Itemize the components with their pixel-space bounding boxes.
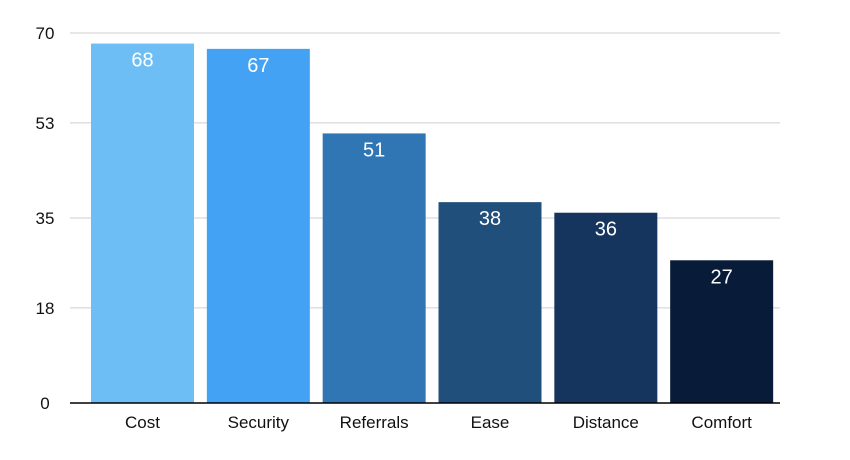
- y-tick-label: 35: [36, 209, 55, 228]
- y-tick-label: 53: [36, 114, 55, 133]
- data-label: 51: [363, 139, 385, 161]
- x-tick-label: Referrals: [340, 413, 409, 432]
- y-tick-label: 18: [36, 299, 55, 318]
- y-tick-label: 70: [36, 24, 55, 43]
- data-label: 36: [595, 219, 617, 241]
- x-tick-label: Security: [228, 413, 290, 432]
- x-tick-label: Ease: [471, 413, 510, 432]
- x-tick-label: Distance: [573, 413, 639, 432]
- x-axis-labels: Cost Security Referrals Ease Distance Comfort: [125, 413, 752, 432]
- bar-security: [206, 48, 310, 403]
- x-tick-label: Cost: [125, 413, 160, 432]
- data-label: 27: [711, 266, 733, 288]
- bar-comfort: [670, 260, 774, 403]
- data-labels: 68 67 51 38 36 27: [131, 50, 732, 289]
- y-tick-label: 0: [40, 394, 49, 413]
- data-label: 38: [479, 208, 501, 230]
- bar-referrals: [322, 133, 426, 403]
- bar-cost: [91, 43, 194, 403]
- data-label: 67: [247, 55, 269, 77]
- bar-distance: [554, 212, 658, 403]
- x-tick-label: Comfort: [691, 413, 752, 432]
- y-axis-ticks: 0 18 35 53 70: [36, 24, 55, 413]
- data-label: 68: [131, 50, 153, 72]
- bar-ease: [438, 202, 542, 403]
- bars: [91, 43, 774, 403]
